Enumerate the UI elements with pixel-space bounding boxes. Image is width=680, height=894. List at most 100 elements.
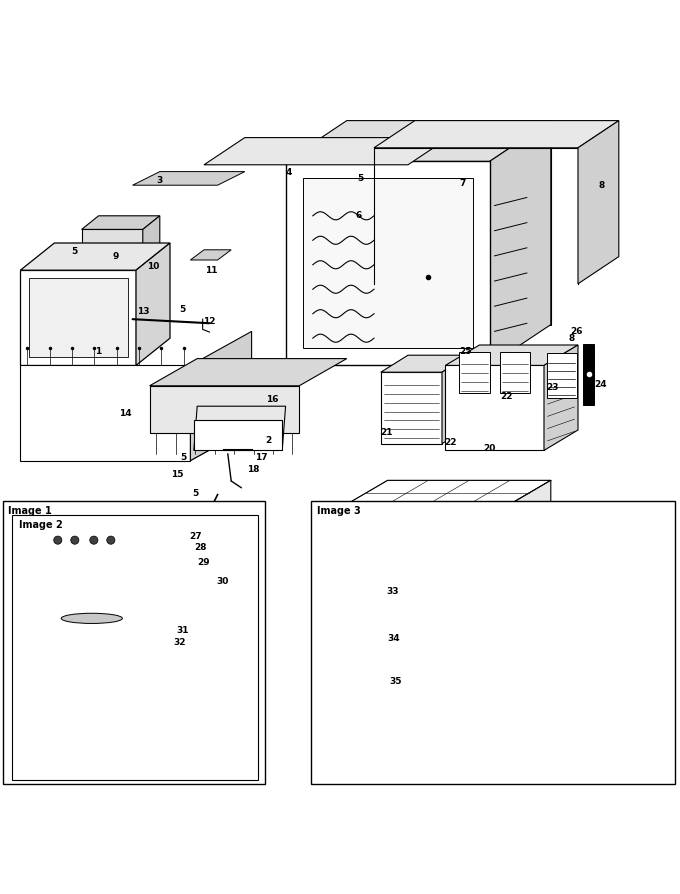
Polygon shape [44, 634, 133, 658]
Ellipse shape [131, 317, 139, 323]
Polygon shape [445, 366, 544, 451]
Bar [69, 590, 82, 595]
Polygon shape [136, 243, 170, 366]
Text: 34: 34 [388, 634, 401, 644]
Polygon shape [578, 121, 619, 283]
Text: 32: 32 [173, 638, 186, 647]
Polygon shape [343, 480, 551, 506]
Text: 30: 30 [216, 578, 228, 586]
Polygon shape [20, 243, 170, 270]
Circle shape [107, 536, 115, 544]
Polygon shape [343, 506, 507, 611]
Text: 4: 4 [286, 168, 292, 177]
Polygon shape [133, 551, 146, 570]
Polygon shape [286, 162, 490, 366]
Ellipse shape [600, 207, 611, 224]
Text: 29: 29 [197, 558, 210, 567]
Polygon shape [190, 332, 252, 460]
Polygon shape [150, 358, 347, 386]
Bar [51, 590, 63, 595]
Text: 8: 8 [598, 181, 605, 190]
Text: 16: 16 [266, 395, 278, 404]
Polygon shape [190, 249, 231, 260]
Text: 25: 25 [460, 347, 472, 357]
Text: 10: 10 [147, 262, 159, 271]
Text: 5: 5 [179, 305, 186, 314]
Polygon shape [44, 551, 146, 564]
Text: 13: 13 [137, 307, 149, 316]
Text: 22: 22 [444, 438, 456, 447]
Text: 35: 35 [389, 677, 401, 686]
Polygon shape [507, 667, 549, 753]
Text: 12: 12 [203, 316, 216, 325]
Text: 6: 6 [356, 211, 362, 220]
Circle shape [90, 536, 98, 544]
Polygon shape [381, 372, 442, 443]
Polygon shape [507, 480, 551, 611]
Polygon shape [82, 215, 160, 230]
Polygon shape [20, 270, 136, 366]
Circle shape [71, 536, 79, 544]
Polygon shape [286, 121, 551, 162]
Polygon shape [347, 692, 507, 753]
Text: 7: 7 [459, 180, 466, 189]
Text: Image 2: Image 2 [19, 520, 63, 530]
Polygon shape [44, 658, 133, 668]
Polygon shape [44, 564, 133, 570]
Text: 8: 8 [568, 334, 575, 343]
Polygon shape [544, 345, 578, 451]
Text: 2: 2 [265, 435, 272, 444]
Polygon shape [445, 345, 578, 366]
Polygon shape [150, 386, 299, 434]
Text: 22: 22 [500, 392, 513, 401]
Text: Image 1: Image 1 [8, 506, 52, 516]
Text: 33: 33 [386, 586, 398, 595]
Text: 21: 21 [380, 427, 392, 436]
Text: 24: 24 [594, 380, 607, 389]
Text: 14: 14 [120, 409, 132, 418]
FancyBboxPatch shape [12, 515, 258, 780]
Text: 20: 20 [483, 443, 496, 453]
Text: 17: 17 [256, 452, 268, 461]
Polygon shape [442, 355, 469, 443]
Polygon shape [29, 278, 128, 358]
Polygon shape [347, 667, 549, 692]
Polygon shape [459, 352, 490, 392]
Text: 9: 9 [112, 252, 119, 261]
Text: 19: 19 [245, 510, 258, 519]
Text: 11: 11 [205, 266, 217, 275]
Bar [69, 582, 82, 587]
Circle shape [52, 676, 63, 687]
Polygon shape [374, 121, 619, 148]
Text: 31: 31 [177, 626, 189, 635]
Polygon shape [490, 121, 551, 366]
Bar [106, 590, 118, 595]
Ellipse shape [61, 595, 122, 604]
FancyBboxPatch shape [3, 502, 265, 784]
Polygon shape [343, 621, 507, 679]
Text: 5: 5 [180, 452, 187, 461]
Circle shape [114, 676, 124, 687]
Text: 26: 26 [571, 327, 583, 336]
Text: 5: 5 [71, 248, 78, 257]
Text: 18: 18 [247, 465, 259, 474]
Polygon shape [367, 713, 486, 732]
Bar [51, 582, 63, 587]
Polygon shape [20, 366, 190, 460]
Text: 5: 5 [357, 174, 364, 183]
Polygon shape [343, 596, 551, 621]
Polygon shape [507, 596, 551, 679]
Polygon shape [583, 343, 594, 405]
Text: 15: 15 [171, 469, 183, 478]
Polygon shape [143, 215, 160, 257]
Polygon shape [44, 645, 146, 658]
Text: Image 3: Image 3 [317, 506, 360, 516]
Text: 1: 1 [95, 347, 102, 357]
Polygon shape [347, 121, 551, 325]
Text: 3: 3 [156, 176, 163, 185]
Polygon shape [46, 564, 148, 577]
Text: 23: 23 [546, 384, 558, 392]
Polygon shape [194, 420, 282, 451]
Circle shape [54, 536, 62, 544]
Polygon shape [194, 406, 286, 451]
